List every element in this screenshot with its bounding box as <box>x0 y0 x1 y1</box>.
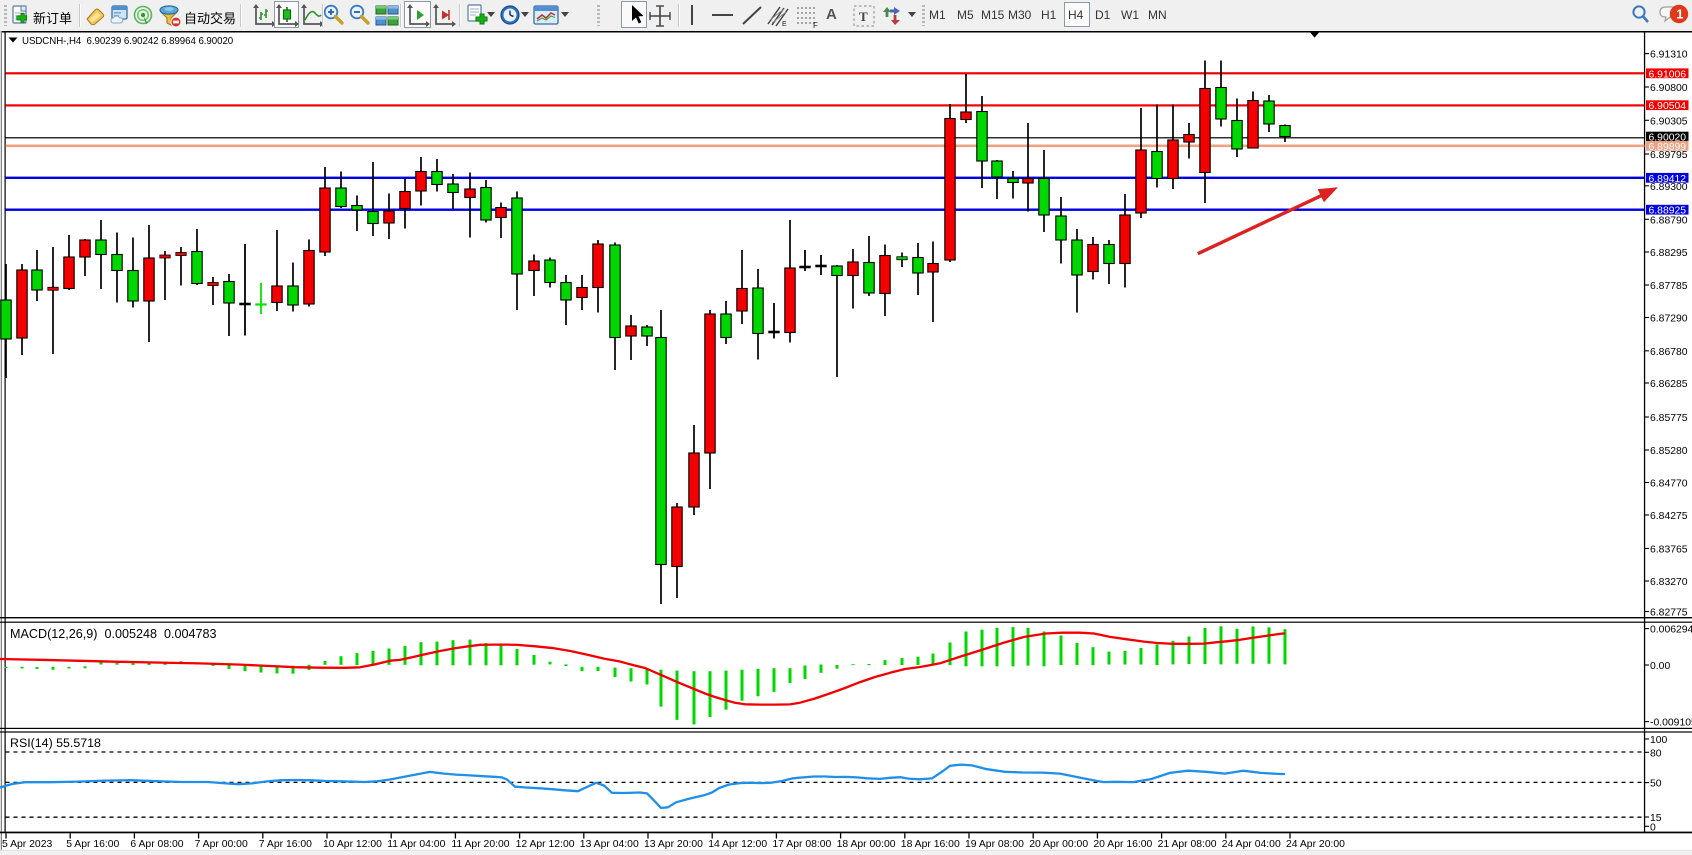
svg-text:6.90305: 6.90305 <box>1650 116 1688 127</box>
svg-text:18 Apr 00:00: 18 Apr 00:00 <box>837 839 896 850</box>
svg-text:6.87785: 6.87785 <box>1650 281 1688 292</box>
svg-text:-0.009105: -0.009105 <box>1650 718 1692 729</box>
svg-text:0.00: 0.00 <box>1650 661 1670 672</box>
svg-text:6.86780: 6.86780 <box>1650 347 1688 358</box>
svg-text:6 Apr 08:00: 6 Apr 08:00 <box>130 839 183 850</box>
svg-text:17 Apr 08:00: 17 Apr 08:00 <box>772 839 831 850</box>
svg-text:1: 1 <box>1676 7 1683 22</box>
svg-text:12 Apr 12:00: 12 Apr 12:00 <box>516 839 575 850</box>
svg-text:6.89300: 6.89300 <box>1650 182 1688 193</box>
svg-text:6.87290: 6.87290 <box>1650 314 1688 325</box>
svg-text:6.90504: 6.90504 <box>1649 101 1687 112</box>
svg-text:10 Apr 12:00: 10 Apr 12:00 <box>323 839 382 850</box>
svg-text:14 Apr 12:00: 14 Apr 12:00 <box>708 839 767 850</box>
svg-text:15: 15 <box>1650 813 1662 824</box>
svg-text:7 Apr 00:00: 7 Apr 00:00 <box>195 839 248 850</box>
svg-text:6.88790: 6.88790 <box>1650 215 1688 226</box>
svg-text:6.83765: 6.83765 <box>1650 545 1688 556</box>
svg-text:50: 50 <box>1650 779 1662 790</box>
svg-text:11 Apr 04:00: 11 Apr 04:00 <box>387 839 445 850</box>
svg-text:6.86285: 6.86285 <box>1650 379 1688 390</box>
svg-text:24 Apr 04:00: 24 Apr 04:00 <box>1222 839 1281 850</box>
svg-text:F: F <box>813 21 818 28</box>
svg-text:20 Apr 16:00: 20 Apr 16:00 <box>1093 839 1152 850</box>
svg-text:13 Apr 20:00: 13 Apr 20:00 <box>644 839 703 850</box>
svg-text:6.88925: 6.88925 <box>1649 206 1687 217</box>
svg-text:21 Apr 08:00: 21 Apr 08:00 <box>1158 839 1217 850</box>
svg-text:19 Apr 08:00: 19 Apr 08:00 <box>965 839 1024 850</box>
svg-text:E: E <box>782 21 787 28</box>
svg-text:6.82775: 6.82775 <box>1650 608 1688 619</box>
svg-text:USDCNH-,H4 6.90239 6.90242 6.: USDCNH-,H4 6.90239 6.90242 6.89964 6.900… <box>22 36 234 47</box>
svg-text:RSI(14) 55.5718: RSI(14) 55.5718 <box>10 736 101 750</box>
svg-text:11 Apr 20:00: 11 Apr 20:00 <box>451 839 509 850</box>
svg-text:13 Apr 04:00: 13 Apr 04:00 <box>580 839 639 850</box>
svg-text:6.85775: 6.85775 <box>1650 413 1688 424</box>
svg-text:6.90020: 6.90020 <box>1649 133 1687 144</box>
svg-text:6.89795: 6.89795 <box>1650 150 1688 161</box>
svg-text:5 Apr 2023: 5 Apr 2023 <box>2 839 52 850</box>
svg-text:0.006294: 0.006294 <box>1650 625 1692 636</box>
svg-text:6.88295: 6.88295 <box>1650 248 1688 259</box>
svg-text:6.84275: 6.84275 <box>1650 511 1688 522</box>
svg-text:6.84770: 6.84770 <box>1650 479 1688 490</box>
svg-text:6.89412: 6.89412 <box>1649 174 1687 185</box>
svg-text:7 Apr 16:00: 7 Apr 16:00 <box>259 839 312 850</box>
svg-text:80: 80 <box>1650 748 1662 759</box>
svg-text:6.85280: 6.85280 <box>1650 446 1688 457</box>
svg-text:18 Apr 16:00: 18 Apr 16:00 <box>901 839 960 850</box>
svg-text:6.89899: 6.89899 <box>1649 142 1687 153</box>
svg-text:T: T <box>859 9 868 24</box>
svg-text:6.91006: 6.91006 <box>1649 69 1687 80</box>
svg-text:100: 100 <box>1650 735 1668 746</box>
svg-text:MACD(12,26,9) 0.005248 0.004: MACD(12,26,9) 0.005248 0.004783 <box>10 627 217 641</box>
svg-text:6.83270: 6.83270 <box>1650 577 1688 588</box>
svg-text:20 Apr 00:00: 20 Apr 00:00 <box>1029 839 1088 850</box>
svg-text:0: 0 <box>1650 822 1656 833</box>
svg-text:5 Apr 16:00: 5 Apr 16:00 <box>66 839 119 850</box>
svg-text:24 Apr 20:00: 24 Apr 20:00 <box>1286 839 1345 850</box>
svg-text:6.90800: 6.90800 <box>1650 83 1688 94</box>
svg-text:6.91310: 6.91310 <box>1650 50 1688 61</box>
